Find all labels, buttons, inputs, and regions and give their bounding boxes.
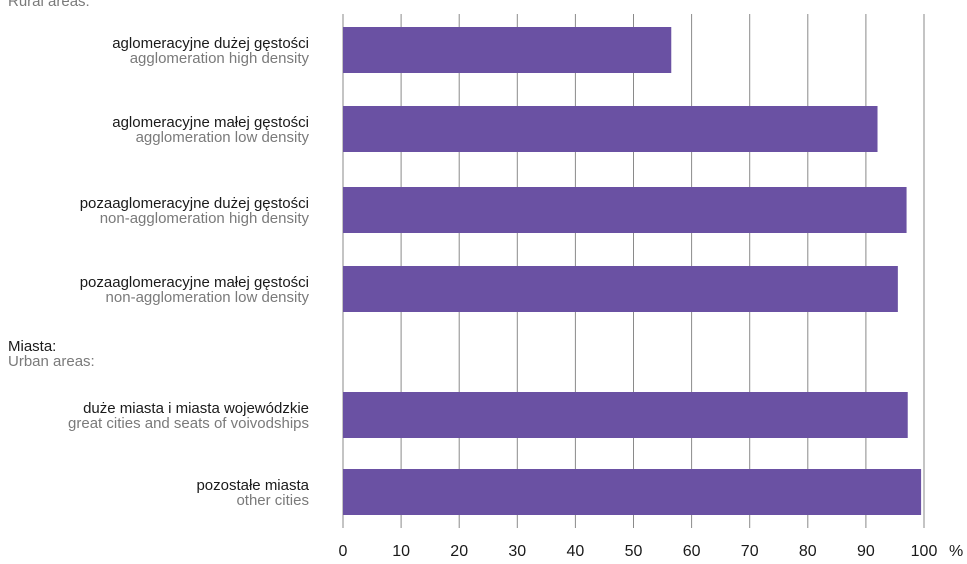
tick-label-50: 50	[625, 543, 643, 560]
group-header-en-0: Rural areas:	[8, 0, 90, 10]
bar-2	[343, 187, 907, 233]
unit-label: %	[949, 543, 963, 560]
category-label-en-2: non-agglomeration high density	[100, 210, 310, 227]
tick-label-20: 20	[450, 543, 468, 560]
bars	[343, 27, 922, 515]
category-label-en-0: agglomeration high density	[130, 50, 310, 67]
tick-label-70: 70	[741, 543, 759, 560]
category-label-pl-2: pozaaglomeracyjne dużej gęstości	[80, 195, 309, 212]
tick-label-90: 90	[857, 543, 875, 560]
category-labels: aglomeracyjne dużej gęstościagglomeratio…	[8, 0, 310, 509]
tick-label-30: 30	[508, 543, 526, 560]
bar-4	[343, 392, 908, 438]
category-label-en-1: agglomeration low density	[136, 129, 310, 146]
tick-label-40: 40	[567, 543, 585, 560]
category-label-en-4: great cities and seats of voivodships	[68, 415, 309, 432]
bar-3	[343, 266, 898, 312]
category-label-pl-1: aglomeracyjne małej gęstości	[112, 114, 309, 131]
tick-label-0: 0	[339, 543, 348, 560]
category-label-pl-4: duże miasta i miasta wojewódzkie	[83, 400, 309, 417]
category-label-pl-0: aglomeracyjne dużej gęstości	[112, 35, 309, 52]
category-label-en-5: other cities	[236, 492, 309, 509]
group-header-pl-1: Miasta:	[8, 338, 56, 355]
group-header-en-1: Urban areas:	[8, 353, 95, 370]
category-label-pl-3: pozaaglomeracyjne małej gęstości	[80, 274, 309, 291]
category-label-pl-5: pozostałe miasta	[196, 477, 309, 494]
bar-0	[343, 27, 672, 73]
tick-label-60: 60	[683, 543, 701, 560]
x-axis-ticks: 0 10 20 30 40 50 60 70 80 90 100%	[339, 543, 964, 560]
category-label-en-3: non-agglomeration low density	[106, 289, 310, 306]
tick-label-100: 100	[911, 543, 938, 560]
bar-5	[343, 469, 922, 515]
tick-label-10: 10	[392, 543, 410, 560]
tick-label-80: 80	[799, 543, 817, 560]
bar-1	[343, 106, 878, 152]
